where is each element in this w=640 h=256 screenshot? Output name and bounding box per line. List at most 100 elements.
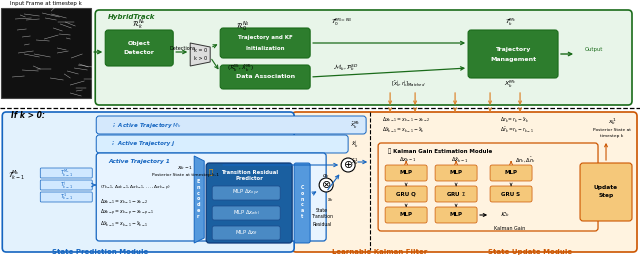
FancyBboxPatch shape xyxy=(490,165,532,181)
Text: Posterior State at: Posterior State at xyxy=(593,128,631,132)
FancyBboxPatch shape xyxy=(3,112,294,252)
Text: Predictor: Predictor xyxy=(236,176,263,182)
FancyBboxPatch shape xyxy=(40,180,92,190)
FancyBboxPatch shape xyxy=(378,143,598,231)
FancyBboxPatch shape xyxy=(435,207,477,223)
Text: Output: Output xyxy=(585,48,604,52)
FancyBboxPatch shape xyxy=(96,116,366,134)
Text: Initialization: Initialization xyxy=(245,46,285,50)
Text: MLP: MLP xyxy=(399,170,413,176)
Text: GRU S: GRU S xyxy=(502,191,520,197)
Text: $\Delta \bar{r}_k = r_k - r_{k-1}$: $\Delta \bar{r}_k = r_k - r_{k-1}$ xyxy=(500,125,534,135)
Text: GRU $\Sigma$: GRU $\Sigma$ xyxy=(446,190,466,198)
Text: MLP: MLP xyxy=(399,212,413,218)
FancyBboxPatch shape xyxy=(206,163,292,243)
Text: MLP: MLP xyxy=(449,212,463,218)
Text: MLP: MLP xyxy=(449,170,463,176)
FancyBboxPatch shape xyxy=(385,207,427,223)
Text: 🔥: 🔥 xyxy=(209,169,213,175)
Text: GRU Q: GRU Q xyxy=(396,191,416,197)
FancyBboxPatch shape xyxy=(468,30,558,78)
Text: $\oplus$: $\oplus$ xyxy=(343,159,353,170)
Text: Detections: Detections xyxy=(169,46,195,50)
FancyBboxPatch shape xyxy=(580,163,632,221)
Text: $\Delta x_{k-1} = x_{k-1} - x_{k-2}$: $\Delta x_{k-1} = x_{k-1} - x_{k-2}$ xyxy=(382,115,431,124)
FancyBboxPatch shape xyxy=(95,10,632,105)
Text: $\Delta x_{k-1} = x_{k-1} - x_{k-2}$: $\Delta x_{k-1} = x_{k-1} - x_{k-2}$ xyxy=(100,198,148,206)
Text: ⁝  Active Trajectory $M_k$: ⁝ Active Trajectory $M_k$ xyxy=(112,121,182,130)
Text: MLP $\Delta x_{xyz}$: MLP $\Delta x_{xyz}$ xyxy=(232,188,260,198)
Text: State Update Module: State Update Module xyxy=(488,249,572,255)
Text: $(\mathcal{R}_k^{N_k}, \hat{X}_k^{M_k})$: $(\mathcal{R}_k^{N_k}, \hat{X}_k^{M_k})$ xyxy=(227,62,253,73)
FancyBboxPatch shape xyxy=(212,186,280,200)
Text: State Prediction Module: State Prediction Module xyxy=(52,249,148,255)
FancyBboxPatch shape xyxy=(385,186,427,202)
Text: timestep k: timestep k xyxy=(600,134,623,138)
Text: Detector: Detector xyxy=(124,50,155,56)
Text: State: State xyxy=(316,208,328,212)
Text: $\hat{x}_k^{1}$: $\hat{x}_k^{1}$ xyxy=(351,157,359,167)
Text: $x_k^1$: $x_k^1$ xyxy=(608,116,616,127)
Text: $\alpha_k$: $\alpha_k$ xyxy=(322,172,330,180)
Text: $\hat{x}_k^{j}$: $\hat{x}_k^{j}$ xyxy=(351,138,359,150)
Text: $T_{k-1}^{j}$: $T_{k-1}^{j}$ xyxy=(60,179,73,191)
Text: $\mathcal{M}_k, \mathcal{P}_k^{3D}$: $\mathcal{M}_k, \mathcal{P}_k^{3D}$ xyxy=(333,63,358,73)
Text: MLP $\Delta x_{\theta}$: MLP $\Delta x_{\theta}$ xyxy=(235,229,258,238)
Text: If k > 0:: If k > 0: xyxy=(12,112,45,121)
Text: Kalman Gain: Kalman Gain xyxy=(495,226,525,230)
Text: k = 0: k = 0 xyxy=(194,48,207,54)
Text: $\Delta \hat{x}_{k-1} = x_{k-1} - \hat{x}_k$: $\Delta \hat{x}_{k-1} = x_{k-1} - \hat{x… xyxy=(382,125,425,135)
Text: Trajectory: Trajectory xyxy=(495,47,531,51)
Text: $\mathcal{T}_{k-1}^{M_k}$: $\mathcal{T}_{k-1}^{M_k}$ xyxy=(8,168,26,182)
FancyBboxPatch shape xyxy=(385,165,427,181)
Text: $\hat{x}_k^{M_k}$: $\hat{x}_k^{M_k}$ xyxy=(350,119,360,131)
FancyBboxPatch shape xyxy=(294,163,310,243)
Text: Input Frame at timestep k: Input Frame at timestep k xyxy=(10,2,82,6)
Text: k > 0: k > 0 xyxy=(194,57,207,61)
FancyBboxPatch shape xyxy=(212,226,280,240)
Text: Residual: Residual xyxy=(312,221,332,227)
FancyBboxPatch shape xyxy=(40,168,92,178)
Text: Management: Management xyxy=(490,57,536,61)
Text: HybridTrack: HybridTrack xyxy=(108,14,156,20)
FancyBboxPatch shape xyxy=(490,186,532,202)
Text: $\Delta \hat{x}_{k-1} = x_{k-1} - \hat{x}_{k-1}$: $\Delta \hat{x}_{k-1} = x_{k-1} - \hat{x… xyxy=(100,219,148,229)
FancyBboxPatch shape xyxy=(105,30,173,66)
Text: ⁝  Active Trajectory j: ⁝ Active Trajectory j xyxy=(112,142,174,146)
Text: Posterior State at timestep k-1: Posterior State at timestep k-1 xyxy=(152,173,219,177)
Bar xyxy=(1,8,92,98)
Text: C
o
n
c
a
t: C o n c a t xyxy=(300,185,304,219)
Polygon shape xyxy=(194,156,204,243)
Text: $\Delta r_k, \Delta \bar{r}_k$: $\Delta r_k, \Delta \bar{r}_k$ xyxy=(515,155,536,165)
Text: $(T_{k-1}, \Delta x_{k-1}, \Delta x_{k-1},...,\Delta x_{k-p})$: $(T_{k-1}, \Delta x_{k-1}, \Delta x_{k-1… xyxy=(100,184,171,193)
Text: $\mathcal{K}_k$: $\mathcal{K}_k$ xyxy=(500,210,510,219)
Text: $\Delta r_k = r_k - \hat{x}_k$: $\Delta r_k = r_k - \hat{x}_k$ xyxy=(500,115,529,125)
Text: Transition Residual: Transition Residual xyxy=(221,169,278,175)
Text: Object: Object xyxy=(128,41,150,47)
Circle shape xyxy=(319,178,333,192)
FancyBboxPatch shape xyxy=(435,186,477,202)
Text: 🔥 Kalman Gain Estimation Module: 🔥 Kalman Gain Estimation Module xyxy=(388,148,492,154)
FancyBboxPatch shape xyxy=(220,28,310,58)
Circle shape xyxy=(341,158,355,172)
FancyBboxPatch shape xyxy=(96,153,326,241)
FancyBboxPatch shape xyxy=(96,135,348,153)
FancyBboxPatch shape xyxy=(40,192,92,202)
Text: $\mathcal{T}_k^{M_k}$: $\mathcal{T}_k^{M_k}$ xyxy=(504,16,515,28)
Text: $\otimes$: $\otimes$ xyxy=(321,179,332,190)
Text: $\Delta x_{k-1}$: $\Delta x_{k-1}$ xyxy=(399,156,417,164)
Text: $[\hat{x}_k^i, r_k^i]_{Matched}$: $[\hat{x}_k^i, r_k^i]_{Matched}$ xyxy=(391,79,426,89)
Text: MLP: MLP xyxy=(504,170,518,176)
FancyBboxPatch shape xyxy=(212,206,280,220)
FancyBboxPatch shape xyxy=(220,65,310,89)
Text: Learnable Kalman Filter: Learnable Kalman Filter xyxy=(333,249,428,255)
Text: $T_{k-1}^{1}$: $T_{k-1}^{1}$ xyxy=(60,191,73,202)
Text: $s_k$: $s_k$ xyxy=(326,196,333,204)
FancyBboxPatch shape xyxy=(435,165,477,181)
Text: Update: Update xyxy=(594,185,618,189)
Text: Active Trajectory 1: Active Trajectory 1 xyxy=(108,159,170,165)
Text: $\Delta x_{k-p} = x_{k-p} - x_{k-p-1}$: $\Delta x_{k-p} = x_{k-p} - x_{k-p-1}$ xyxy=(100,208,155,218)
Polygon shape xyxy=(190,43,210,66)
Text: Step: Step xyxy=(598,194,614,198)
FancyBboxPatch shape xyxy=(292,112,637,252)
